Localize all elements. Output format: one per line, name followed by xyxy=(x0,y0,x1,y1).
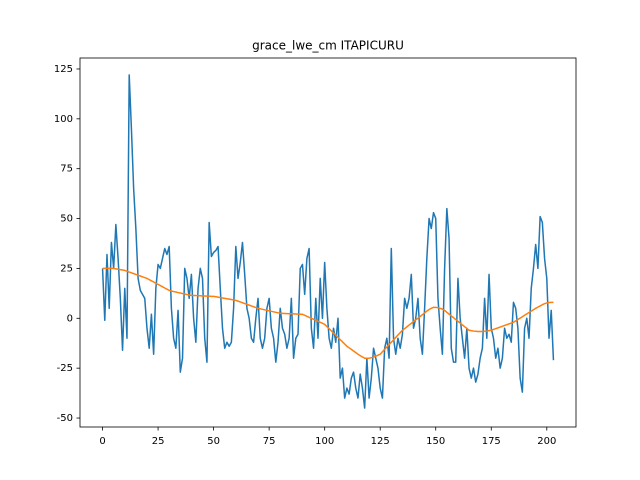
x-tick-label: 75 xyxy=(263,436,276,447)
x-tick-label: 150 xyxy=(426,436,445,447)
y-tick-label: 25 xyxy=(60,263,73,274)
chart-title: grace_lwe_cm ITAPICURU xyxy=(252,39,404,53)
x-tick-label: 25 xyxy=(152,436,165,447)
y-tick-label: 50 xyxy=(60,214,73,225)
y-tick-label: 75 xyxy=(60,164,73,175)
y-tick-label: 100 xyxy=(54,114,73,125)
y-tick-label: -25 xyxy=(57,363,73,374)
y-tick-label: -50 xyxy=(57,413,73,424)
x-tick-label: 200 xyxy=(537,436,556,447)
y-tick-label: 125 xyxy=(54,64,73,75)
x-tick-label: 100 xyxy=(315,436,334,447)
x-tick-label: 0 xyxy=(99,436,105,447)
data-line xyxy=(101,74,555,409)
data-line xyxy=(102,267,554,359)
x-tick-label: 125 xyxy=(371,436,390,447)
y-tick-label: 0 xyxy=(67,313,73,324)
x-tick-label: 175 xyxy=(482,436,501,447)
x-tick-label: 50 xyxy=(207,436,220,447)
plot-frame xyxy=(79,57,577,428)
